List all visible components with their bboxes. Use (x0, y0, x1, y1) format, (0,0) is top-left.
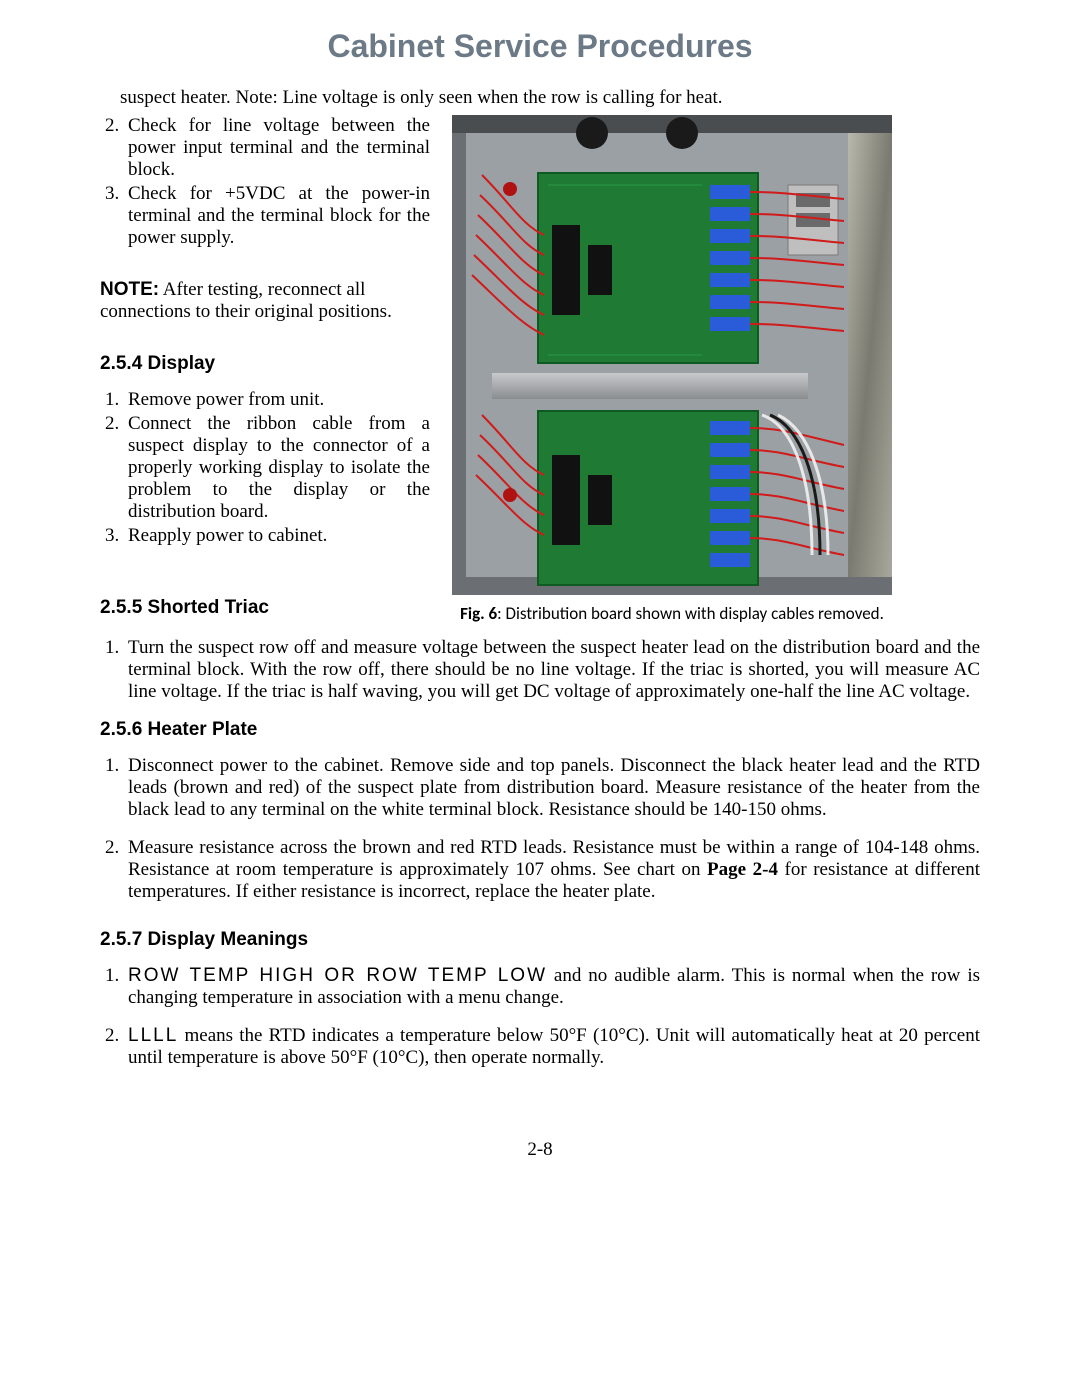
heater-plate-list: Disconnect power to the cabinet. Remove … (100, 755, 980, 903)
display-meanings-list: ROW TEMP HIGH OR ROW TEMP LOW and no aud… (100, 965, 980, 1069)
section-heading-255: 2.5.5 Shorted Triac (100, 597, 430, 619)
list-item: Measure resistance across the brown and … (124, 837, 980, 903)
left-column: Check for line voltage between the power… (100, 115, 430, 633)
list-item: Connect the ribbon cable from a suspect … (124, 413, 430, 523)
display-list: Remove power from unit. Connect the ribb… (100, 389, 430, 547)
list-item: Reapply power to cabinet. (124, 525, 430, 547)
note-label: NOTE: (100, 279, 159, 300)
list-item: Disconnect power to the cabinet. Remove … (124, 755, 980, 821)
list-item: Check for line voltage between the power… (124, 115, 430, 181)
note-block: NOTE: After testing, reconnect all conne… (100, 279, 430, 323)
display-code: ROW TEMP HIGH OR ROW TEMP LOW (128, 965, 547, 986)
list-item: Turn the suspect row off and measure vol… (124, 637, 980, 703)
figure-label: Fig. 6 (460, 603, 497, 624)
figure-caption: Fig. 6: Distribution board shown with di… (452, 603, 892, 624)
page-ref: Page 2-4 (707, 859, 778, 880)
display-code: LLLL (128, 1025, 178, 1046)
list-item: Remove power from unit. (124, 389, 430, 411)
figure-wrap: Fig. 6: Distribution board shown with di… (452, 115, 892, 624)
distribution-board-image (452, 115, 892, 595)
page-title: Cabinet Service Procedures (100, 28, 980, 65)
page: Cabinet Service Procedures suspect heate… (0, 0, 1080, 1201)
list-item: ROW TEMP HIGH OR ROW TEMP LOW and no aud… (124, 965, 980, 1009)
list-item: LLLL means the RTD indicates a temperatu… (124, 1025, 980, 1069)
text-run: means the RTD indicates a temperature be… (128, 1025, 980, 1068)
shorted-triac-list: Turn the suspect row off and measure vol… (100, 637, 980, 703)
two-column-region: Check for line voltage between the power… (100, 115, 980, 633)
list-item: Check for +5VDC at the power-in terminal… (124, 183, 430, 249)
section-heading-257: 2.5.7 Display Meanings (100, 929, 980, 951)
intro-text: suspect heater. Note: Line voltage is on… (100, 87, 980, 109)
page-number: 2-8 (100, 1139, 980, 1161)
section-heading-254: 2.5.4 Display (100, 353, 430, 375)
figure-caption-text: : Distribution board shown with display … (497, 603, 884, 624)
continued-list: Check for line voltage between the power… (100, 115, 430, 249)
right-column: Fig. 6: Distribution board shown with di… (452, 115, 980, 624)
section-heading-256: 2.5.6 Heater Plate (100, 719, 980, 741)
